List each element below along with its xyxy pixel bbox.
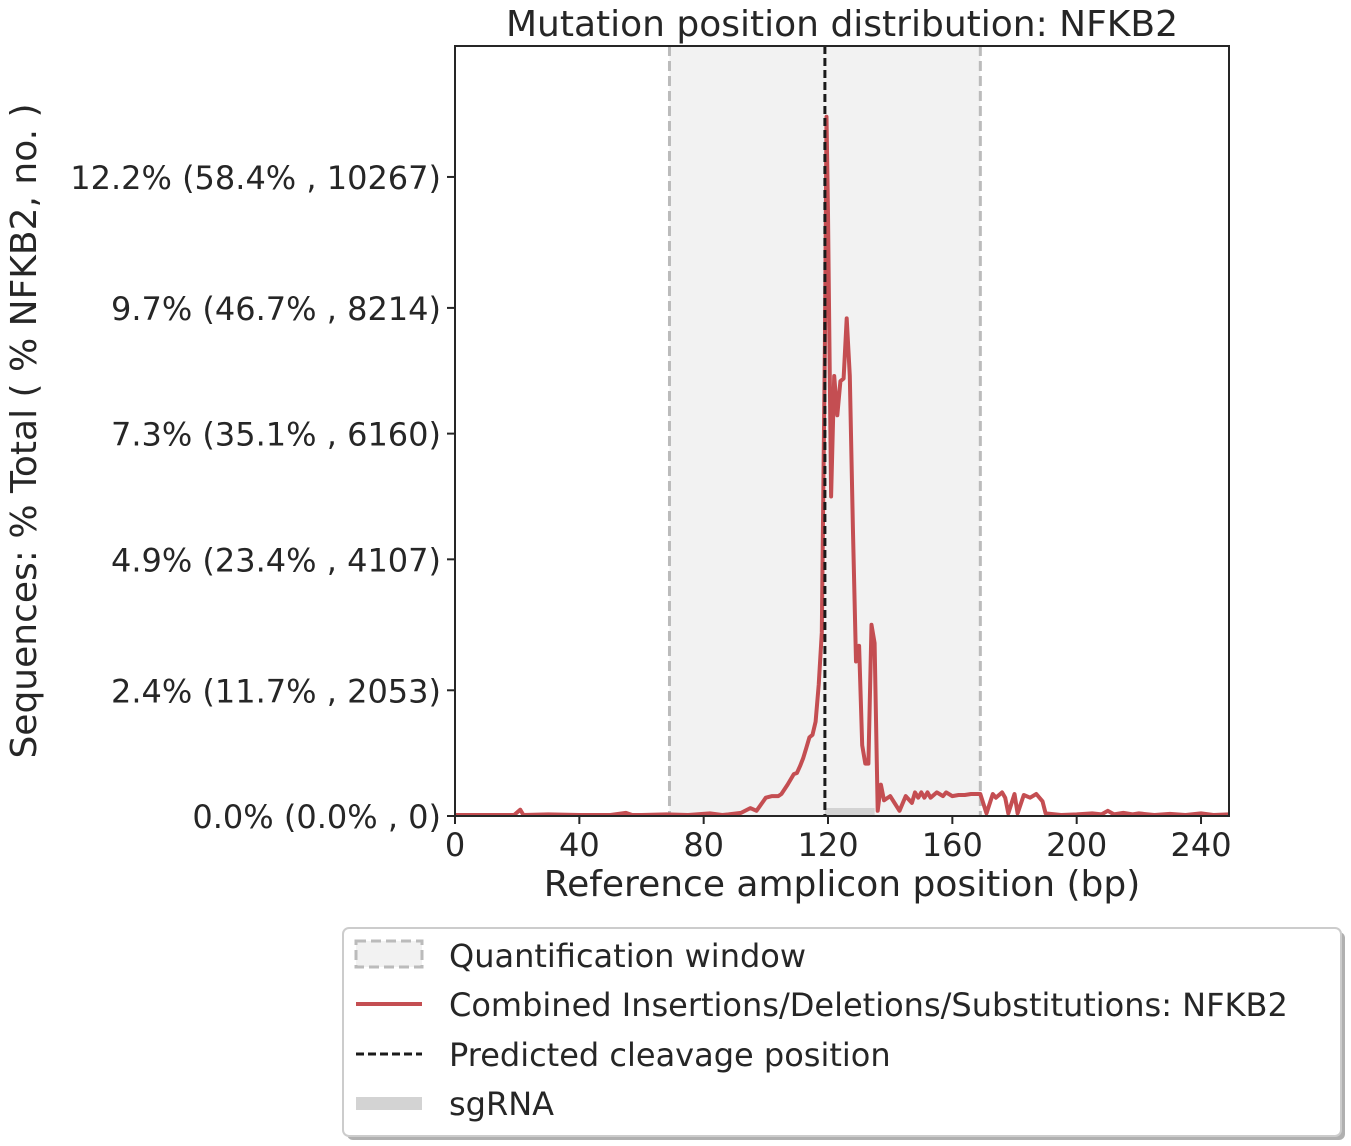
x-tick-label: 240 bbox=[1170, 826, 1231, 864]
x-tick-label: 200 bbox=[1046, 826, 1107, 864]
legend-label-series: Combined Insertions/Deletions/Substituti… bbox=[449, 986, 1288, 1024]
legend-swatch-quantification-window bbox=[354, 939, 424, 969]
x-tick-label: 0 bbox=[445, 826, 465, 864]
y-tick-label: 4.9% (23.4% , 4107) bbox=[111, 541, 441, 579]
legend-label-sgrna: sgRNA bbox=[449, 1085, 554, 1123]
y-tick-label: 12.2% (58.4% , 10267) bbox=[70, 159, 441, 197]
x-tick-label: 80 bbox=[683, 826, 724, 864]
legend-box bbox=[342, 927, 1342, 1137]
y-axis: 0.0% (0.0% , 0) 2.4% (11.7% , 2053) 4.9% (… bbox=[70, 159, 455, 836]
x-axis-label: Reference amplicon position (bp) bbox=[544, 864, 1141, 905]
plot-frame bbox=[454, 45, 1230, 817]
legend-label-quantification-window: Quantification window bbox=[449, 937, 806, 975]
x-tick-label: 120 bbox=[797, 826, 858, 864]
y-tick-label: 9.7% (46.7% , 8214) bbox=[111, 290, 441, 328]
plot-area bbox=[454, 45, 1230, 817]
chart-title: Mutation position distribution: NFKB2 bbox=[506, 4, 1178, 45]
legend: Quantification window Combined Insertion… bbox=[342, 927, 1345, 1140]
legend-swatch-sgrna bbox=[356, 1097, 422, 1110]
x-tick-label: 160 bbox=[922, 826, 983, 864]
legend-label-cleavage: Predicted cleavage position bbox=[449, 1036, 891, 1074]
y-axis-label: Sequences: % Total ( % NFKB2, no. ) bbox=[4, 103, 45, 758]
series-line-combined bbox=[455, 114, 1230, 817]
x-axis: 0 40 80 120 160 200 240 bbox=[445, 816, 1232, 864]
y-tick-label: 7.3% (35.1% , 6160) bbox=[111, 416, 441, 454]
y-tick-label: 2.4% (11.7% , 2053) bbox=[111, 672, 441, 710]
y-tick-label: 0.0% (0.0% , 0) bbox=[192, 798, 441, 836]
x-tick-label: 40 bbox=[559, 826, 600, 864]
sgrna-bar bbox=[824, 808, 875, 816]
